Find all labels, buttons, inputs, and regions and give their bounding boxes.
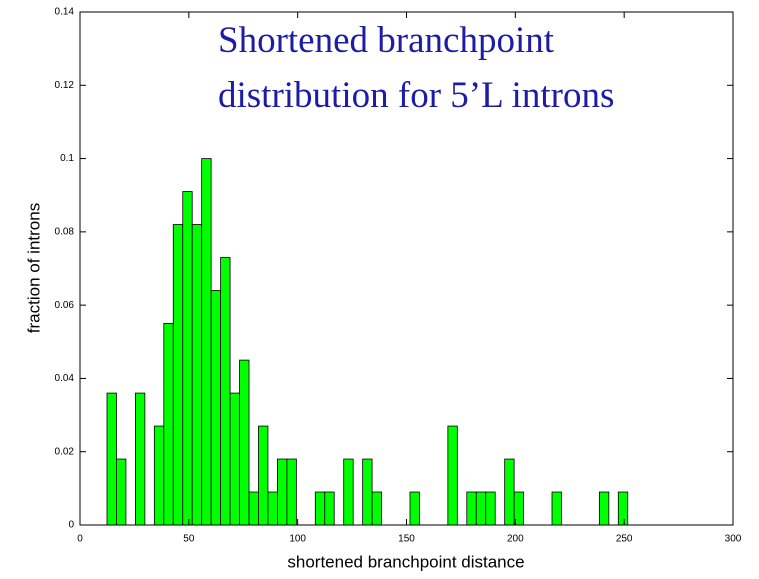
- bar: [277, 458, 288, 526]
- bar: [153, 425, 165, 526]
- bar: [267, 491, 278, 526]
- x-tick-label: 50: [183, 534, 195, 545]
- x-tick-label: 150: [398, 534, 415, 545]
- y-tick-label: 0.06: [55, 300, 75, 311]
- bar: [343, 458, 354, 526]
- bar: [362, 458, 373, 526]
- bar: [324, 491, 335, 526]
- bar: [551, 491, 562, 526]
- bar: [475, 491, 487, 526]
- y-tick-label: 0.02: [55, 446, 75, 457]
- bar: [286, 458, 297, 526]
- bar: [239, 359, 250, 526]
- bar: [598, 491, 610, 526]
- bar: [201, 158, 212, 526]
- bar: [314, 491, 326, 526]
- bar: [229, 392, 240, 526]
- bar: [485, 491, 496, 526]
- bar: [504, 458, 515, 526]
- chart-title: Shortened branchpoint: [218, 20, 555, 61]
- y-tick-label: 0.14: [55, 7, 75, 18]
- y-tick-label: 0.1: [60, 153, 74, 164]
- bar: [210, 290, 222, 526]
- bar: [191, 224, 203, 526]
- y-tick-label: 0.08: [55, 226, 75, 237]
- x-tick-label: 250: [616, 534, 633, 545]
- bar: [182, 191, 193, 526]
- bar: [134, 392, 146, 526]
- y-tick-label: 0.12: [55, 80, 75, 91]
- x-axis-label: shortened branchpoint distance: [287, 552, 524, 571]
- bar: [172, 224, 184, 526]
- bar: [258, 425, 269, 526]
- x-tick-label: 300: [725, 534, 742, 545]
- bar: [106, 392, 117, 526]
- chart-title: distribution for 5’L introns: [218, 75, 614, 116]
- x-tick-label: 0: [77, 534, 83, 545]
- bar: [248, 491, 259, 526]
- bar: [116, 458, 127, 526]
- bar: [466, 491, 477, 526]
- bar: [447, 425, 458, 526]
- bar: [617, 491, 629, 526]
- bar: [220, 257, 231, 526]
- bar: [163, 323, 174, 526]
- bar: [371, 491, 382, 526]
- y-tick-label: 0: [68, 520, 74, 531]
- x-tick-label: 200: [507, 534, 524, 545]
- bar: [409, 491, 420, 526]
- x-tick-label: 100: [289, 534, 306, 545]
- y-tick-label: 0.04: [55, 373, 75, 384]
- y-axis-label: fraction of introns: [24, 203, 43, 333]
